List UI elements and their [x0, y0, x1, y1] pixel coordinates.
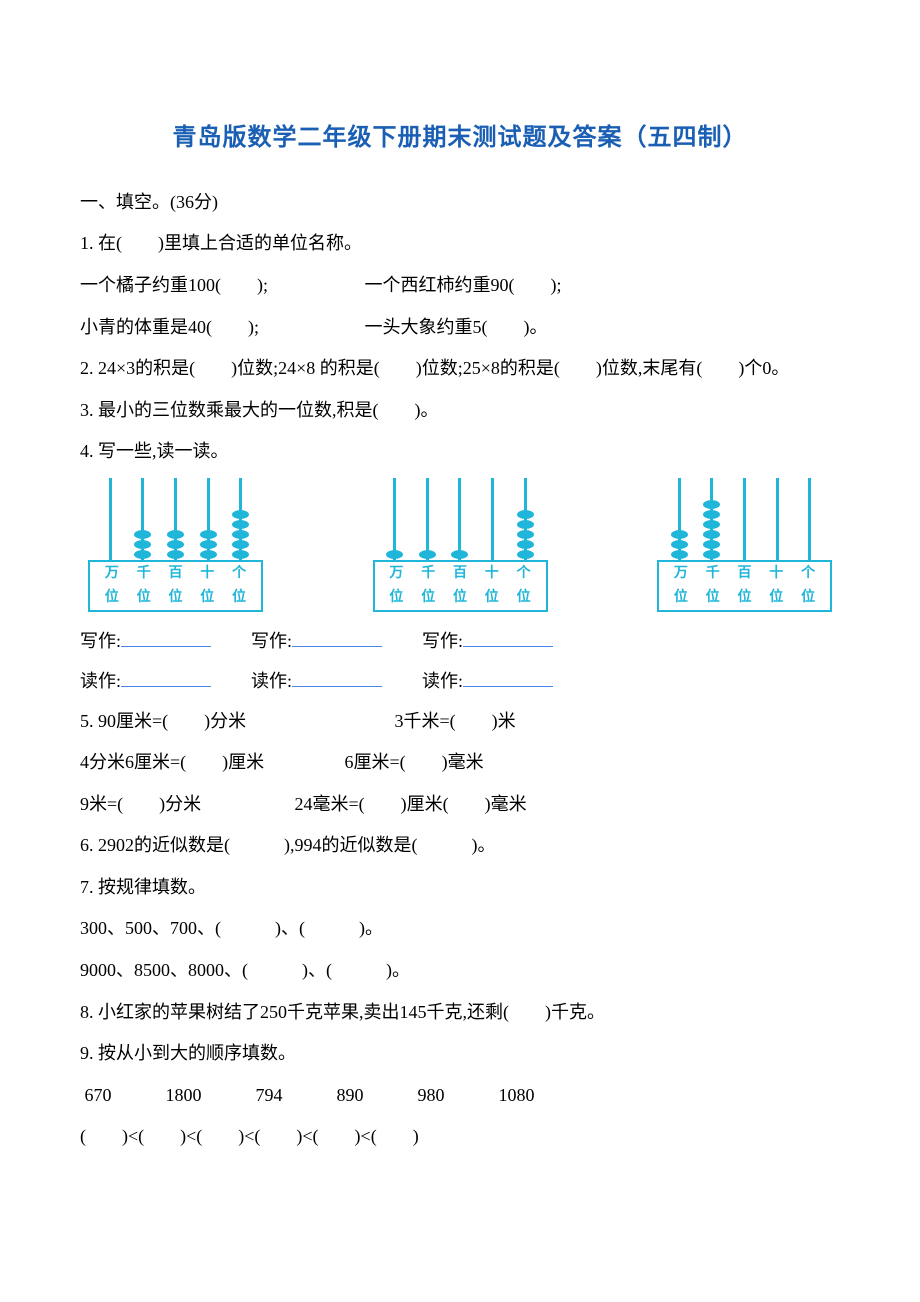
q5-line2: 4分米6厘米=( )厘米 6厘米=( )毫米	[80, 743, 840, 783]
q5-l2a: 4分米6厘米=( )厘米	[80, 743, 340, 783]
q1-line1: 一个橘子约重100( ); 一个西红柿约重90( );	[80, 266, 840, 306]
write-label-2: 写作:	[251, 631, 292, 651]
q5-l1b: 3千米=( )米	[395, 711, 516, 731]
abacus-row: 万千百十个位位位位位万千百十个位位位位位万千百十个位位位位位	[80, 478, 840, 612]
q1-l1b: 一个西红柿约重90( );	[365, 275, 562, 295]
page-title: 青岛版数学二年级下册期末测试题及答案（五四制）	[80, 112, 840, 165]
write-blank-1	[121, 628, 211, 648]
write-row: 写作: 写作: 写作:	[80, 622, 840, 662]
write-blank-3	[463, 628, 553, 648]
abacus-2: 万千百十个位位位位位	[373, 478, 548, 612]
q7-l2: 9000、8500、8000、( )、( )。	[80, 951, 840, 991]
q7-stem: 7. 按规律填数。	[80, 868, 840, 908]
read-row: 读作: 读作: 读作:	[80, 662, 840, 702]
q5-line3: 9米=( )分米 24毫米=( )厘米( )毫米	[80, 785, 840, 825]
read-label-3: 读作:	[422, 671, 463, 691]
q5-l3a: 9米=( )分米	[80, 785, 290, 825]
read-blank-1	[121, 667, 211, 687]
write-blank-2	[292, 628, 382, 648]
write-label-1: 写作:	[80, 631, 121, 651]
read-label-1: 读作:	[80, 671, 121, 691]
q2: 2. 24×3的积是( )位数;24×8 的积是( )位数;25×8的积是( )…	[80, 349, 840, 389]
q6: 6. 2902的近似数是( ),994的近似数是( )。	[80, 826, 840, 866]
q8: 8. 小红家的苹果树结了250千克苹果,卖出145千克,还剩( )千克。	[80, 993, 840, 1033]
q7-l1: 300、500、700、( )、( )。	[80, 909, 840, 949]
q9-fill: ( )<( )<( )<( )<( )<( )	[80, 1117, 840, 1157]
q9-nums: 670 1800 794 890 980 1080	[80, 1076, 840, 1116]
q9-stem: 9. 按从小到大的顺序填数。	[80, 1034, 840, 1074]
q1-l2a: 小青的体重是40( );	[80, 308, 360, 348]
read-label-2: 读作:	[251, 671, 292, 691]
q1-l2b: 一头大象约重5( )。	[365, 317, 548, 337]
q4-stem: 4. 写一些,读一读。	[80, 432, 840, 472]
abacus-3: 万千百十个位位位位位	[657, 478, 832, 612]
q5-l3b: 24毫米=( )厘米( )毫米	[295, 794, 527, 814]
q1-line2: 小青的体重是40( ); 一头大象约重5( )。	[80, 308, 840, 348]
section-1-heading: 一、填空。(36分)	[80, 183, 840, 223]
q5-l2b: 6厘米=( )毫米	[345, 752, 484, 772]
q3: 3. 最小的三位数乘最大的一位数,积是( )。	[80, 391, 840, 431]
q5-l1a: 5. 90厘米=( )分米	[80, 702, 390, 742]
q5-line1: 5. 90厘米=( )分米 3千米=( )米	[80, 702, 840, 742]
q1-stem: 1. 在( )里填上合适的单位名称。	[80, 224, 840, 264]
read-blank-2	[292, 667, 382, 687]
q1-l1a: 一个橘子约重100( );	[80, 266, 360, 306]
write-label-3: 写作:	[422, 631, 463, 651]
abacus-1: 万千百十个位位位位位	[88, 478, 263, 612]
read-blank-3	[463, 667, 553, 687]
